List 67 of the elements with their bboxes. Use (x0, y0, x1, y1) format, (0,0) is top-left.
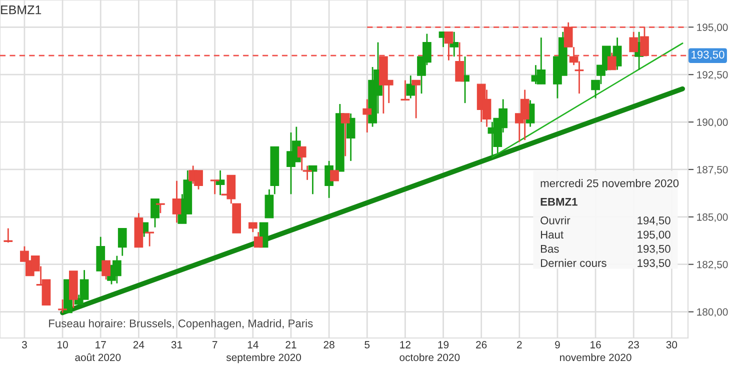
candlestick (58, 298, 67, 314)
candlestick (172, 180, 182, 224)
x-tick-label: 7 (212, 341, 218, 348)
annotation: 193,50 (638, 259, 670, 268)
candlestick (406, 74, 416, 99)
annotation: Haut (540, 230, 564, 239)
x-tick-label: 10 (58, 341, 68, 348)
candlestick (591, 80, 600, 99)
text: octobre 2020 (400, 353, 460, 362)
text: août 2020 (75, 353, 121, 362)
annotation: 194,50 (638, 216, 670, 226)
y-tick-label: 187,50 (697, 166, 728, 175)
x-tick-label: 17 (96, 341, 106, 348)
annotation: Fuseau horaire: Brussels, Copenhagen, Madrid, Paris (49, 319, 313, 330)
y-tick-label: 192,50 (697, 71, 728, 80)
annotation: 193,50 (638, 244, 670, 254)
candlestick (4, 228, 13, 244)
y-tick-label: 190,00 (697, 118, 728, 128)
annotation: Bas (540, 245, 559, 253)
candlestick (330, 170, 339, 182)
x-tick-label: 28 (324, 341, 334, 348)
candlestick (102, 260, 110, 280)
candlestick (254, 231, 263, 248)
x-tick-label: 12 (400, 341, 410, 348)
x-tick-label: 26 (476, 341, 487, 348)
annotation: 195,00 (638, 230, 670, 240)
y-tick-label: 185,00 (697, 213, 728, 222)
annotation: Ouvrir (540, 216, 570, 224)
ref-line-label: 193,50 (692, 50, 724, 60)
annotation: mercredi 25 novembre 2020 (540, 179, 679, 188)
x-tick-label: 5 (364, 341, 370, 348)
text: septembre 2020 (226, 353, 302, 364)
candlestick (400, 80, 410, 101)
x-tick-label: 24 (133, 341, 144, 348)
x-tick-label: 9 (555, 341, 560, 348)
candlestick (450, 31, 459, 58)
candlestick (340, 112, 350, 157)
x-tick-label: 30 (666, 341, 678, 348)
candlestick (248, 222, 258, 233)
x-tick-label: 14 (248, 341, 258, 348)
text: novembre 2020 (560, 353, 632, 362)
x-tick-label: 23 (628, 341, 639, 348)
candlestick (607, 52, 616, 71)
y-tick-label: 195,00 (697, 24, 728, 32)
x-tick-label: 19 (438, 341, 449, 348)
candlestick (412, 80, 420, 119)
candlestick (145, 231, 154, 248)
candlestick (118, 228, 127, 257)
candlestick (629, 31, 638, 53)
candlestick (455, 42, 464, 82)
chart-title: EBMZ1 (1, 6, 42, 14)
y-tick-label: 180,00 (697, 308, 728, 317)
x-tick-label: 3 (22, 341, 27, 348)
candlestick (210, 179, 220, 195)
y-tick-label: 182,50 (697, 260, 728, 270)
annotation: Dernier cours (540, 258, 606, 267)
x-tick-label: 21 (286, 341, 296, 348)
candlestick (150, 198, 160, 228)
candlestick (640, 26, 649, 56)
annotation: EBMZ1 (540, 198, 578, 206)
x-tick-label: 16 (590, 341, 601, 348)
candlestick (362, 98, 372, 134)
x-tick-label: 2 (517, 341, 522, 348)
x-tick-label: 31 (171, 341, 182, 348)
candlestick (444, 31, 454, 62)
candlestick (156, 202, 165, 214)
candlestick (264, 188, 274, 219)
